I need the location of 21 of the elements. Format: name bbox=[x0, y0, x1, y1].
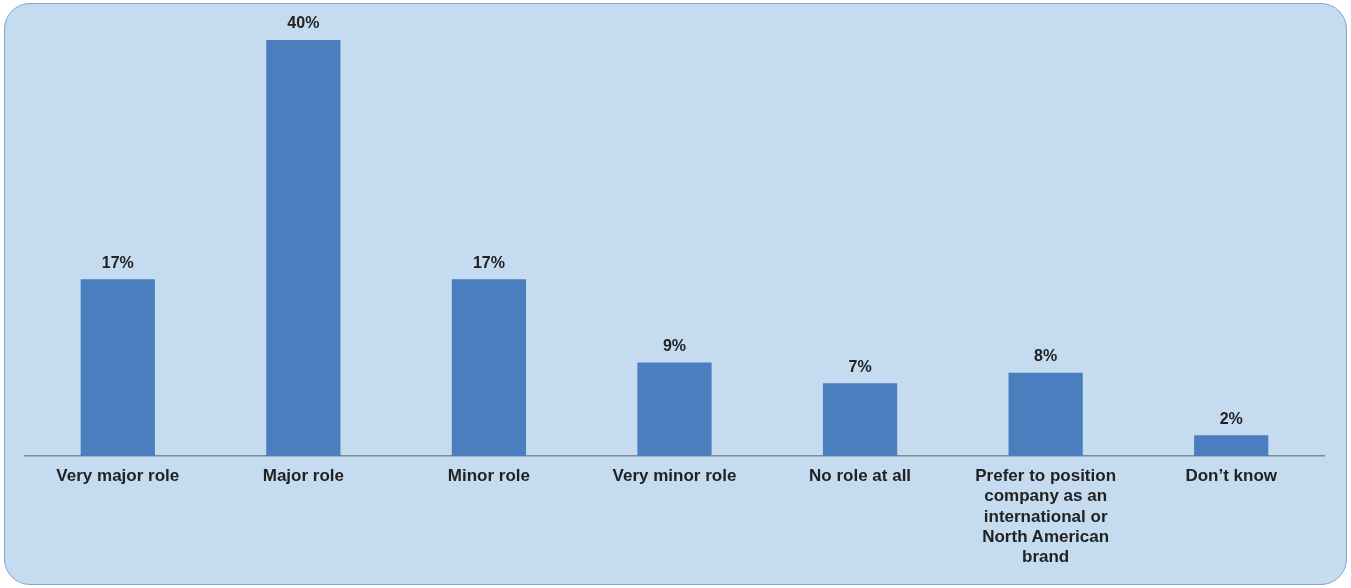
data-label: 17% bbox=[472, 253, 505, 271]
data-label: 8% bbox=[1034, 347, 1058, 365]
x-tick-label: Don’t know bbox=[1185, 465, 1278, 485]
data-label: 9% bbox=[662, 336, 687, 354]
x-tick-label: Very major role bbox=[56, 465, 180, 485]
bar bbox=[822, 383, 898, 456]
bar bbox=[1194, 435, 1269, 456]
data-label: 40% bbox=[287, 14, 320, 32]
bar bbox=[266, 40, 341, 456]
bar bbox=[1008, 372, 1083, 456]
data-label: 17% bbox=[101, 253, 134, 271]
data-label: 7% bbox=[848, 357, 872, 375]
bar bbox=[451, 279, 527, 456]
x-tick-label: No role at all bbox=[809, 465, 912, 485]
x-tick-label: Major role bbox=[262, 465, 344, 485]
x-tick-label: Very minor role bbox=[612, 465, 737, 485]
bar bbox=[637, 362, 712, 456]
x-tick-label: Prefer to position company as an international or North American brand bbox=[975, 465, 1117, 567]
data-label: 2% bbox=[1219, 409, 1243, 427]
bar bbox=[80, 279, 155, 456]
x-tick-label: Minor role bbox=[447, 465, 531, 485]
